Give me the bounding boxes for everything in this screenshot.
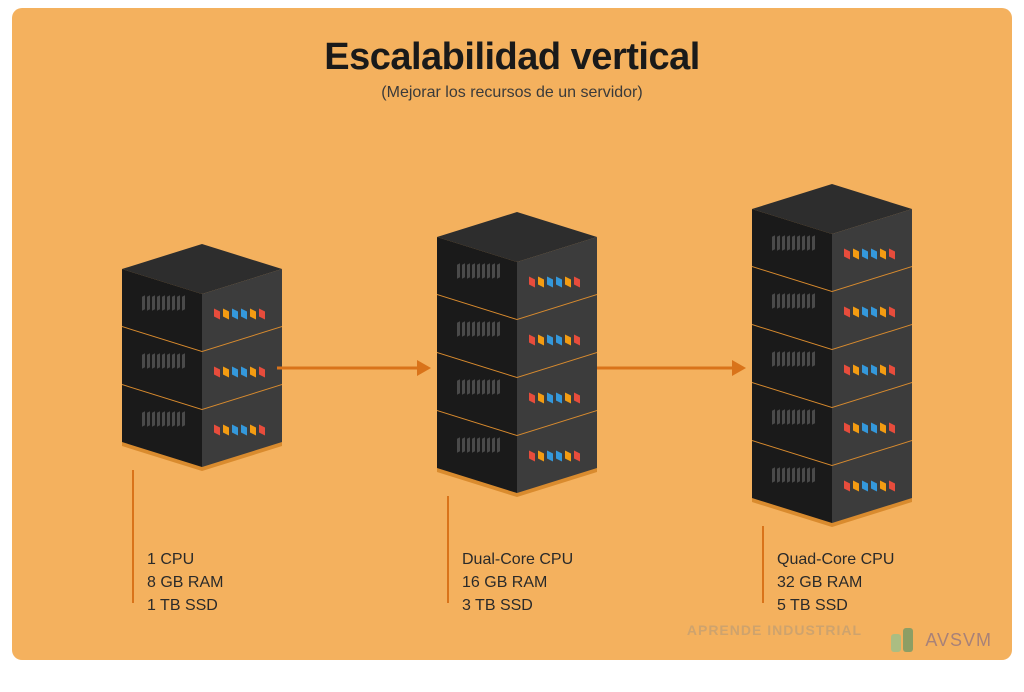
spec-line: Dual-Core CPU [462, 548, 573, 571]
server-unit [752, 266, 912, 332]
diagram-canvas: Escalabilidad vertical (Mejorar los recur… [12, 8, 1012, 660]
spec-line: 3 TB SSD [462, 594, 573, 617]
progression-arrow [277, 356, 435, 380]
watermark-logo: AVSVM [891, 628, 992, 652]
server-stack [122, 268, 282, 478]
server-unit [752, 382, 912, 448]
spec-connector-line [447, 496, 449, 603]
progression-arrow [597, 356, 750, 380]
spec-line: 16 GB RAM [462, 571, 573, 594]
server-unit [122, 384, 282, 450]
server-unit [752, 324, 912, 390]
server-unit [122, 268, 282, 334]
server-specs: Quad-Core CPU32 GB RAM5 TB SSD [777, 548, 894, 618]
watermark-secondary: APRENDE INDUSTRIAL [687, 622, 862, 638]
spec-line: 5 TB SSD [777, 594, 894, 617]
server-small [102, 268, 302, 478]
diagram-subtitle: (Mejorar los recursos de un servidor) [12, 84, 1012, 102]
watermark-text: AVSVM [925, 630, 992, 651]
server-unit [752, 208, 912, 274]
spec-line: 32 GB RAM [777, 571, 894, 594]
server-unit [752, 440, 912, 506]
server-specs: 1 CPU8 GB RAM1 TB SSD [147, 548, 223, 618]
spec-line: 1 CPU [147, 548, 223, 571]
server-stack [752, 208, 912, 538]
diagram-title: Escalabilidad vertical [12, 36, 1012, 79]
spec-connector-line [762, 526, 764, 603]
server-large [732, 208, 932, 538]
spec-line: 8 GB RAM [147, 571, 223, 594]
server-unit [437, 236, 597, 302]
spec-connector-line [132, 470, 134, 603]
server-unit [437, 410, 597, 476]
spec-line: Quad-Core CPU [777, 548, 894, 571]
server-specs: Dual-Core CPU16 GB RAM3 TB SSD [462, 548, 573, 618]
server-unit [437, 352, 597, 418]
server-medium [417, 236, 617, 506]
spec-line: 1 TB SSD [147, 594, 223, 617]
server-unit [437, 294, 597, 360]
server-stack [437, 236, 597, 506]
server-unit [122, 326, 282, 392]
